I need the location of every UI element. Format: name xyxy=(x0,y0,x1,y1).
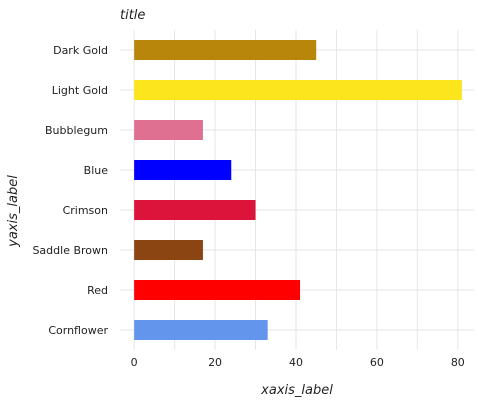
y-tick-label: Saddle Brown xyxy=(32,244,108,257)
x-tick-label: 60 xyxy=(370,356,384,369)
y-axis-label: yaxis_label xyxy=(6,175,21,248)
bar xyxy=(134,240,203,260)
bar xyxy=(134,120,203,140)
y-tick-label: Crimson xyxy=(63,204,108,217)
bar xyxy=(134,200,256,220)
y-tick-label: Bubblegum xyxy=(45,124,108,137)
x-tick-labels: 0 20 40 60 80 xyxy=(131,356,465,369)
x-tick-label: 20 xyxy=(208,356,222,369)
x-tick-label: 0 xyxy=(131,356,138,369)
x-tick-label: 80 xyxy=(451,356,465,369)
chart-title: title xyxy=(120,8,145,23)
bar xyxy=(134,80,462,100)
bar xyxy=(134,40,317,60)
grid xyxy=(120,30,474,350)
x-axis-label: xaxis_label xyxy=(260,383,333,398)
y-tick-label: Cornflower xyxy=(48,324,108,337)
y-tick-label: Light Gold xyxy=(52,84,108,97)
bar xyxy=(134,280,301,300)
bar xyxy=(134,160,232,180)
x-tick-label: 40 xyxy=(289,356,303,369)
y-tick-label: Blue xyxy=(84,164,109,177)
y-tick-labels: Cornflower Red Saddle Brown Crimson Blue Bubb… xyxy=(32,44,108,337)
bar xyxy=(134,320,268,340)
y-tick-label: Red xyxy=(87,284,108,297)
y-tick-label: Dark Gold xyxy=(53,44,108,57)
bars xyxy=(134,40,462,340)
